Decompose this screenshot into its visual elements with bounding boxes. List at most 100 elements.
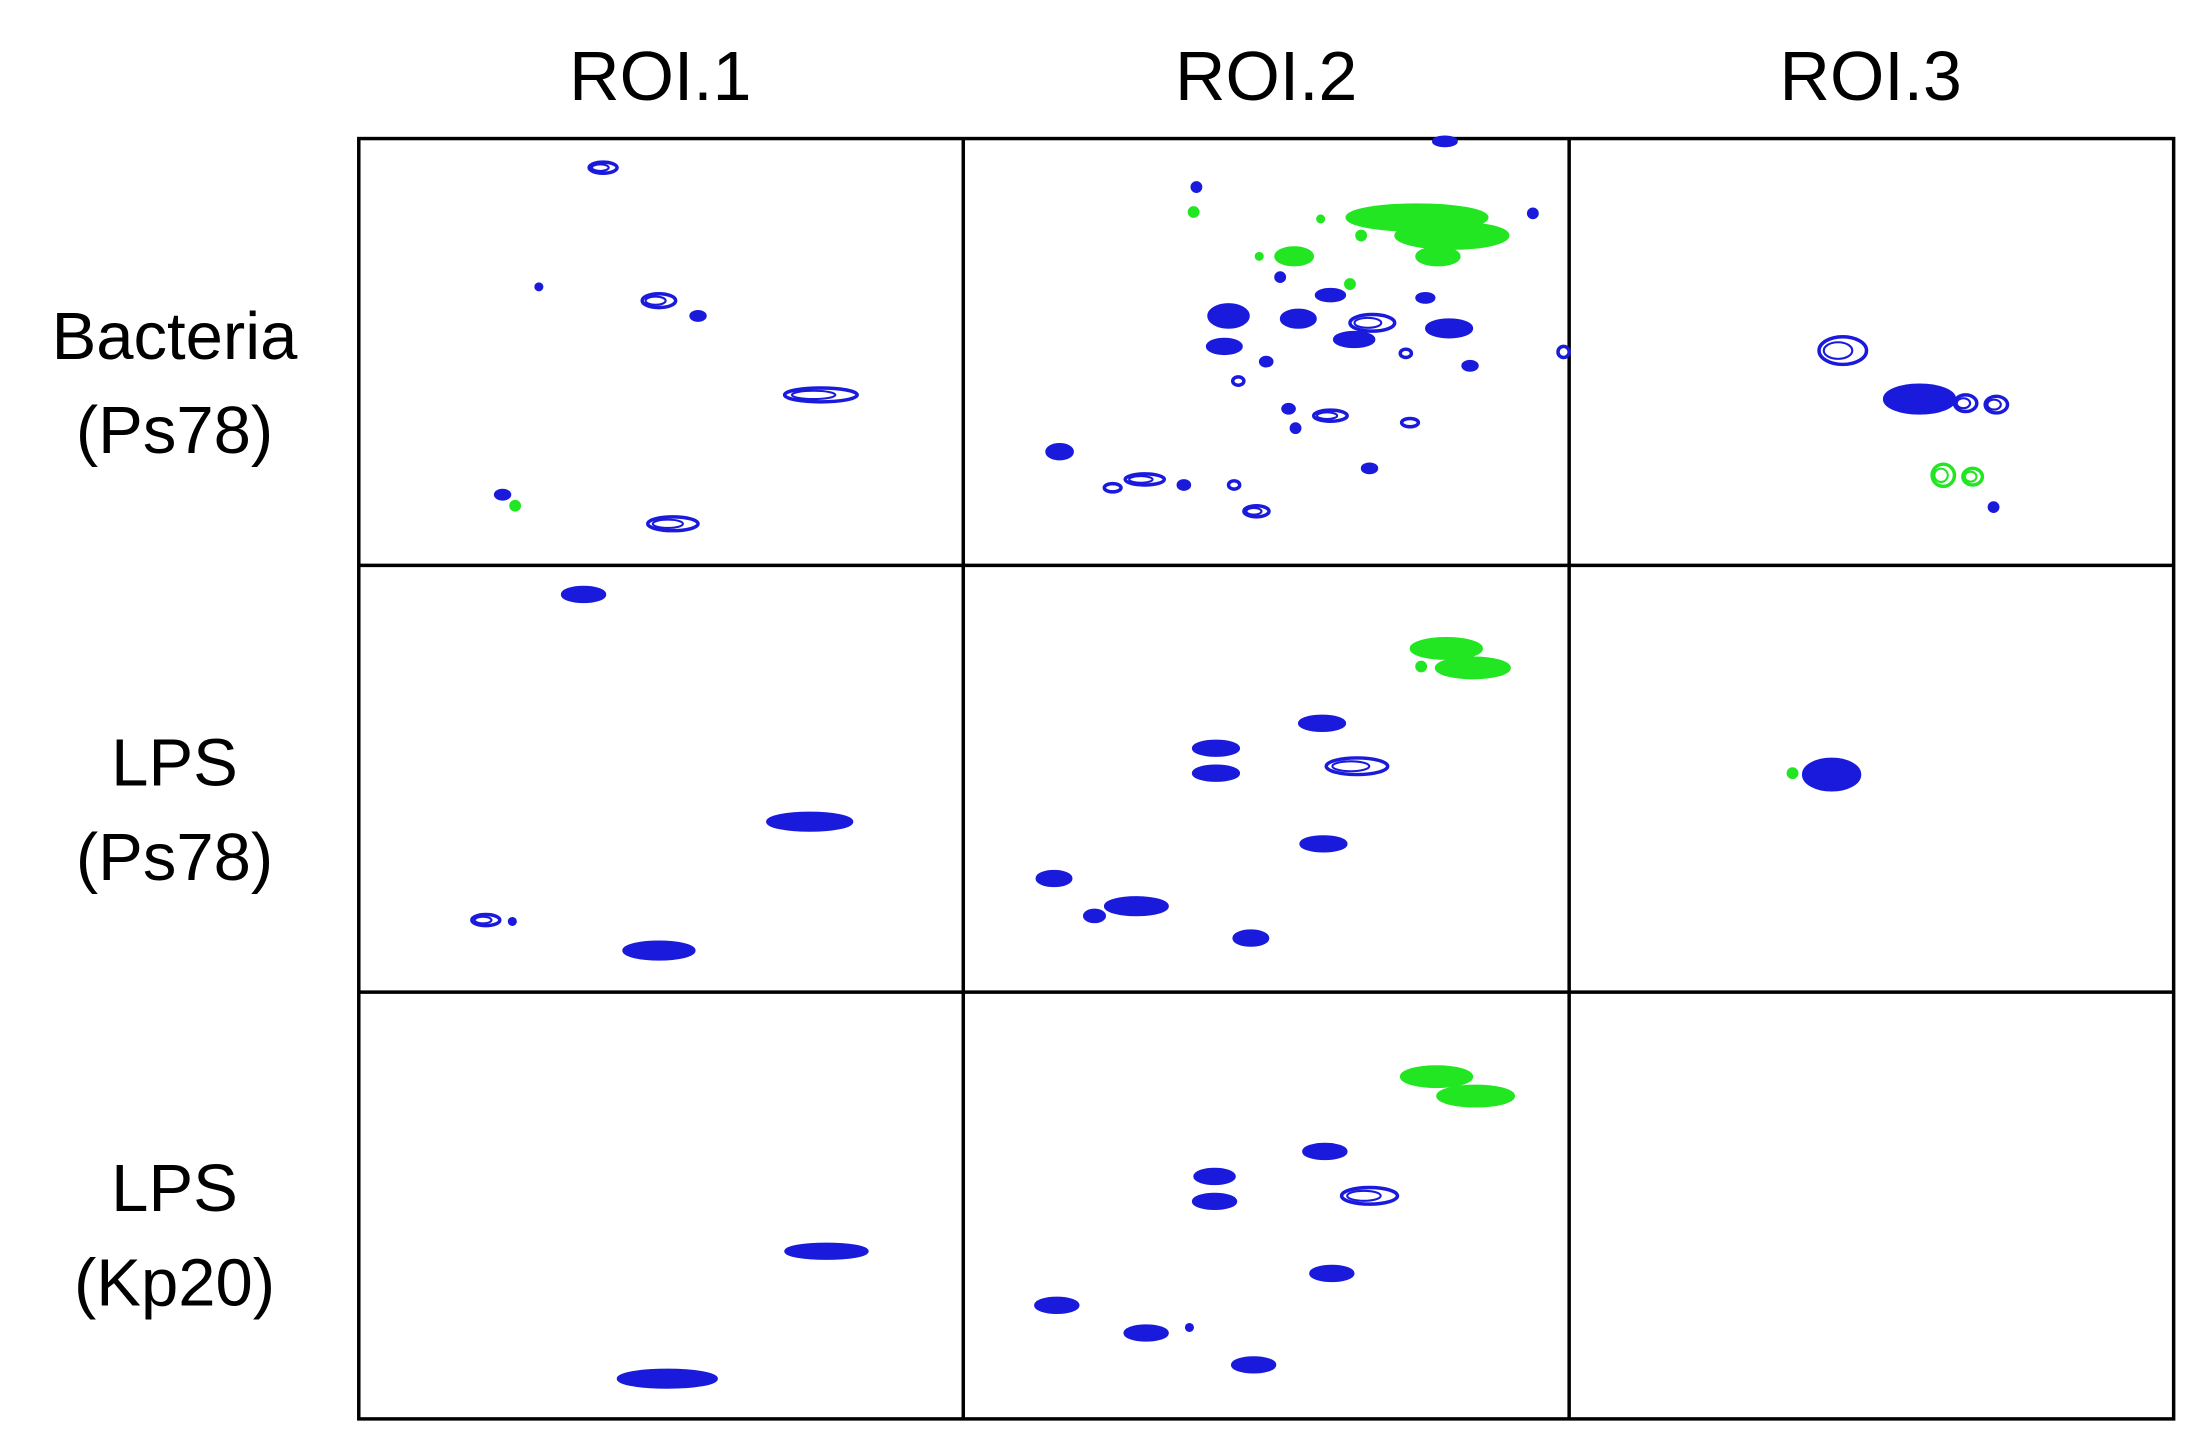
column-title: ROI.1 (569, 37, 751, 115)
peak (1190, 181, 1203, 193)
peak (1415, 246, 1461, 267)
peak (1316, 214, 1326, 224)
peak (1987, 501, 2000, 514)
peak (616, 1368, 718, 1389)
peak (1034, 1296, 1080, 1314)
peak (1434, 656, 1511, 680)
peak-contour (651, 518, 684, 529)
peak (1409, 637, 1483, 660)
peak (1952, 393, 1979, 414)
peak-contour (1245, 506, 1263, 516)
peak (1274, 271, 1287, 284)
peak (1425, 318, 1474, 339)
peak (1226, 479, 1242, 491)
peak (1102, 481, 1123, 494)
peak (1191, 739, 1241, 757)
peak (766, 811, 854, 832)
peak (1415, 292, 1436, 304)
peak-contour (1315, 411, 1339, 421)
peak (1314, 287, 1347, 303)
peak-contour (1933, 467, 1949, 483)
peak (1082, 908, 1107, 924)
peak (1191, 764, 1241, 782)
peak (1983, 394, 2010, 415)
peak (1394, 221, 1510, 250)
peak (1289, 422, 1302, 435)
spectra (470, 135, 2010, 1389)
peak (689, 310, 707, 322)
peak-contour (1353, 316, 1383, 329)
peak (493, 488, 512, 501)
column-title: ROI.3 (1780, 37, 1962, 115)
peak-contour (473, 915, 493, 925)
peak (1035, 869, 1073, 888)
row-label: (Kp20) (74, 1246, 275, 1320)
peak (534, 282, 544, 292)
peak-contour (1331, 760, 1371, 773)
peak (1230, 1356, 1277, 1374)
peak (1431, 135, 1458, 148)
peak (509, 499, 522, 512)
peak (1339, 1185, 1400, 1206)
peak (1801, 757, 1862, 792)
peak (1230, 375, 1246, 387)
peak (1103, 896, 1169, 917)
peak (1398, 347, 1414, 360)
peak (1817, 334, 1869, 367)
peak (1344, 278, 1356, 290)
peak (1526, 207, 1539, 220)
peak-contour (1986, 398, 2002, 411)
peak-contour (1963, 470, 1978, 483)
peak (1355, 229, 1368, 242)
row-label: (Ps78) (76, 394, 273, 468)
peak-contour (1128, 475, 1154, 484)
peak (1281, 402, 1296, 415)
peak (1461, 359, 1479, 372)
peak (1205, 337, 1243, 356)
peak (1324, 756, 1390, 777)
peak (1274, 246, 1315, 267)
peak (1332, 330, 1376, 349)
row-label: Bacteria (52, 300, 299, 374)
peak (1302, 1142, 1348, 1161)
peak-contour (1822, 341, 1854, 360)
peak (1299, 835, 1348, 853)
peak (622, 940, 696, 961)
peak (1930, 462, 1957, 489)
peak-contour (644, 295, 667, 306)
peak (1360, 462, 1379, 475)
peak (1184, 1322, 1194, 1332)
row-label: LPS (111, 1152, 238, 1226)
peak (1399, 416, 1421, 429)
peak (1309, 1264, 1355, 1283)
peak (1232, 929, 1270, 947)
peak-contour (590, 163, 610, 173)
peak-contour (1346, 1189, 1382, 1202)
peak (1193, 1167, 1236, 1186)
panel-frame (357, 136, 2176, 1421)
peak (1258, 355, 1274, 368)
peak (560, 585, 607, 604)
peak (1176, 479, 1192, 491)
peak (1279, 308, 1317, 329)
peak-contour (790, 389, 837, 401)
peak (1348, 312, 1397, 333)
row-label: (Ps78) (76, 821, 273, 895)
peak (1254, 251, 1264, 261)
peak (1123, 1324, 1169, 1342)
peak (1415, 660, 1428, 673)
peak (1191, 1192, 1238, 1211)
peak (1297, 714, 1347, 732)
peak (784, 1242, 869, 1260)
peak (1556, 344, 1571, 360)
peak (1786, 767, 1799, 780)
peak (507, 916, 517, 926)
peak (1187, 206, 1200, 218)
peak (1045, 443, 1074, 461)
column-title: ROI.2 (1175, 37, 1357, 115)
peak-contour (1955, 397, 1972, 410)
peak (1207, 303, 1250, 329)
row-label: LPS (111, 727, 238, 801)
peak (1399, 1065, 1474, 1089)
